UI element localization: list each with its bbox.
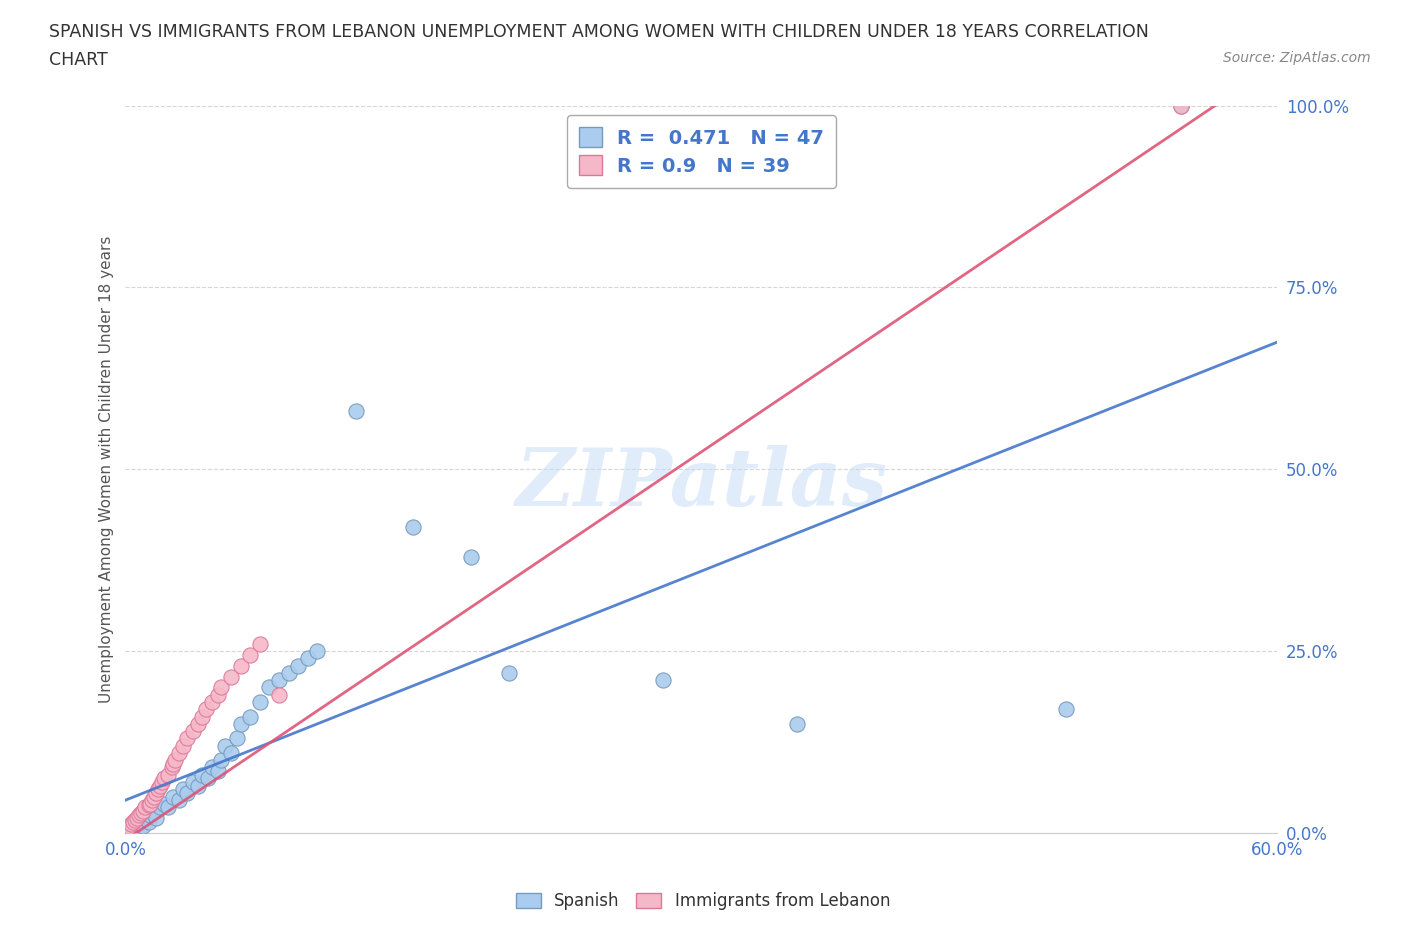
Point	[652, 672, 675, 687]
Point	[402, 520, 425, 535]
Point	[239, 709, 262, 724]
Point	[176, 731, 198, 746]
Point	[167, 746, 190, 761]
Point	[117, 822, 139, 837]
Point	[143, 804, 166, 818]
Point	[214, 738, 236, 753]
Point	[297, 651, 319, 666]
Point	[146, 782, 169, 797]
Point	[1054, 702, 1077, 717]
Point	[132, 818, 155, 833]
Point	[287, 658, 309, 673]
Point	[120, 817, 142, 831]
Point	[128, 807, 150, 822]
Point	[145, 811, 167, 826]
Point	[139, 796, 162, 811]
Point	[125, 811, 148, 826]
Point	[134, 811, 156, 826]
Point	[267, 672, 290, 687]
Point	[191, 767, 214, 782]
Point	[201, 760, 224, 775]
Point	[229, 658, 252, 673]
Point	[207, 764, 229, 778]
Point	[181, 724, 204, 738]
Point	[498, 666, 520, 681]
Point	[122, 815, 145, 830]
Point	[277, 666, 299, 681]
Point	[124, 815, 146, 830]
Point	[1170, 99, 1192, 113]
Point	[786, 716, 808, 731]
Point	[249, 695, 271, 710]
Point	[149, 778, 172, 793]
Text: Source: ZipAtlas.com: Source: ZipAtlas.com	[1223, 51, 1371, 65]
Point	[195, 702, 218, 717]
Point	[129, 812, 152, 827]
Point	[149, 800, 172, 815]
Point	[187, 778, 209, 793]
Point	[139, 807, 162, 822]
Point	[156, 767, 179, 782]
Point	[138, 815, 160, 830]
Point	[191, 709, 214, 724]
Text: CHART: CHART	[49, 51, 108, 69]
Point	[344, 404, 367, 418]
Point	[120, 818, 142, 833]
Point	[172, 738, 194, 753]
Point	[138, 798, 160, 813]
Point	[150, 775, 173, 790]
Point	[125, 817, 148, 831]
Point	[162, 756, 184, 771]
Text: SPANISH VS IMMIGRANTS FROM LEBANON UNEMPLOYMENT AMONG WOMEN WITH CHILDREN UNDER : SPANISH VS IMMIGRANTS FROM LEBANON UNEMP…	[49, 23, 1149, 41]
Point	[181, 775, 204, 790]
Point	[219, 669, 242, 684]
Point	[211, 680, 233, 695]
Point	[267, 687, 290, 702]
Point	[1170, 99, 1192, 113]
Point	[128, 821, 150, 836]
Point	[153, 771, 176, 786]
Point	[201, 695, 224, 710]
Point	[460, 549, 482, 564]
Point	[259, 680, 281, 695]
Point	[124, 812, 146, 827]
Point	[122, 819, 145, 834]
Point	[156, 800, 179, 815]
Point	[160, 760, 183, 775]
Point	[229, 716, 252, 731]
Point	[143, 789, 166, 804]
Point	[207, 687, 229, 702]
Legend: R =  0.471   N = 47, R = 0.9   N = 39: R = 0.471 N = 47, R = 0.9 N = 39	[567, 115, 837, 188]
Point	[118, 822, 141, 837]
Point	[225, 731, 247, 746]
Point	[211, 752, 233, 767]
Point	[165, 752, 187, 767]
Point	[134, 800, 156, 815]
Point	[129, 805, 152, 820]
Point	[145, 786, 167, 801]
Legend: Spanish, Immigrants from Lebanon: Spanish, Immigrants from Lebanon	[509, 885, 897, 917]
Point	[219, 746, 242, 761]
Text: ZIPatlas: ZIPatlas	[516, 445, 887, 523]
Point	[153, 796, 176, 811]
Point	[249, 636, 271, 651]
Point	[176, 786, 198, 801]
Point	[167, 792, 190, 807]
Point	[172, 782, 194, 797]
Point	[141, 792, 163, 807]
Point	[187, 716, 209, 731]
Point	[239, 647, 262, 662]
Point	[197, 771, 219, 786]
Point	[307, 644, 329, 658]
Point	[132, 804, 155, 818]
Point	[118, 819, 141, 834]
Y-axis label: Unemployment Among Women with Children Under 18 years: Unemployment Among Women with Children U…	[100, 235, 114, 703]
Point	[162, 789, 184, 804]
